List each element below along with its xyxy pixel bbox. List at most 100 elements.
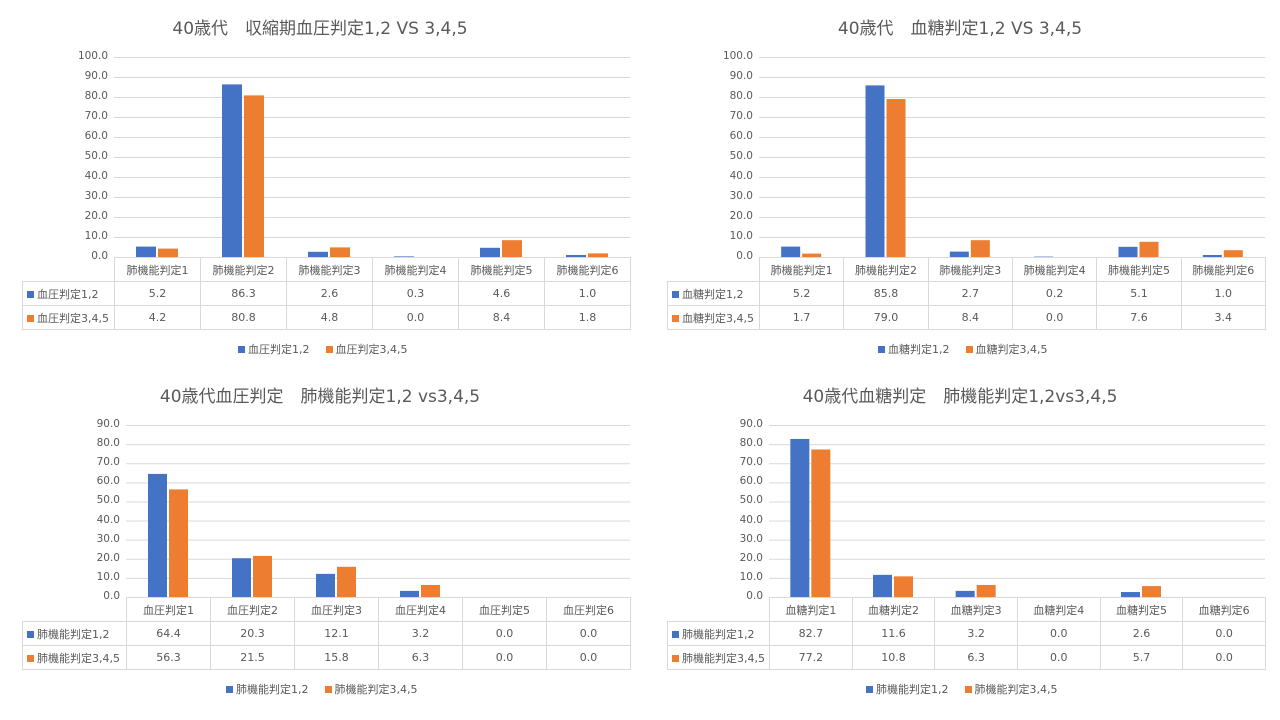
bar-series1-cat1 (136, 246, 156, 257)
table-row: 血糖判定1,2 5.2 85.8 2.7 0.2 5.1 1.0 (667, 281, 1266, 306)
data-label: 0.2 (1011, 281, 1098, 306)
table-corner (22, 597, 127, 622)
y-tick-label: 70.0 (729, 110, 753, 122)
category-label: 肺機能判定3 (927, 257, 1013, 282)
data-label: 0.0 (546, 621, 631, 646)
bar-series2-cat3 (330, 247, 350, 257)
category-label: 肺機能判定2 (843, 257, 929, 282)
series-row-header: 血糖判定3,4,5 (667, 305, 760, 330)
table-row: 血糖判定3,4,5 1.7 79.0 8.4 0.0 7.6 3.4 (667, 305, 1266, 330)
y-tick-label: 40.0 (729, 170, 753, 182)
data-label: 4.8 (286, 305, 373, 330)
plot-area (759, 57, 1265, 258)
legend-label: 血糖判定3,4,5 (975, 343, 1048, 356)
legend-label: 肺機能判定3,4,5 (974, 683, 1058, 696)
table-row: 血圧判定3,4,5 4.2 80.8 4.8 0.0 8.4 1.8 (22, 305, 631, 330)
series-name: 血糖判定1,2 (682, 287, 744, 301)
series-name: 肺機能判定1,2 (682, 627, 755, 641)
series-row-header: 血圧判定1,2 (22, 281, 115, 306)
data-label: 4.6 (458, 281, 545, 306)
data-label: 82.7 (769, 621, 853, 646)
category-label: 血圧判定2 (210, 597, 295, 622)
series-name: 肺機能判定1,2 (37, 627, 110, 641)
legend-swatch-icon (965, 345, 973, 353)
y-tick-label: 40.0 (84, 170, 108, 182)
y-tick-label: 100.0 (77, 50, 108, 62)
legend-item: 血圧判定1,2 (238, 341, 310, 357)
data-label: 1.8 (544, 305, 631, 330)
legend-item: 肺機能判定1,2 (866, 681, 949, 697)
y-tick-label: 80.0 (96, 437, 120, 450)
data-label: 11.6 (851, 621, 936, 646)
series-name: 血圧判定1,2 (37, 287, 99, 301)
legend-key-icon (672, 630, 679, 638)
y-tick-label: 30.0 (96, 532, 120, 545)
data-label: 2.6 (1099, 621, 1184, 646)
category-label: 血糖判定3 (934, 597, 1018, 622)
bar-series2-cat2 (244, 95, 264, 258)
series-row-header: 肺機能判定1,2 (667, 621, 770, 646)
data-table: 血糖判定1 血糖判定2 血糖判定3 血糖判定4 血糖判定5 血糖判定6 肺機能判定1,2 82… (667, 597, 1266, 670)
series-name: 肺機能判定3,4,5 (682, 651, 765, 665)
series-name: 肺機能判定3,4,5 (37, 651, 120, 665)
y-tick-label: 50.0 (84, 150, 108, 162)
bar-series1-cat3 (316, 573, 335, 597)
data-label: 0.0 (462, 645, 547, 670)
data-label: 0.0 (1016, 645, 1101, 670)
table-row: 血圧判定1,2 5.2 86.3 2.6 0.3 4.6 1.0 (22, 281, 631, 306)
legend: 血糖判定1,2 血糖判定3,4,5 (878, 341, 1048, 357)
data-label: 56.3 (126, 645, 211, 670)
data-table: 肺機能判定1 肺機能判定2 肺機能判定3 肺機能判定4 肺機能判定5 肺機能判定6 血圧判定… (22, 257, 631, 330)
category-label: 肺機能判定4 (1011, 257, 1098, 282)
bar-series1-cat3 (949, 251, 969, 257)
category-label: 肺機能判定5 (458, 257, 545, 282)
data-label: 12.1 (294, 621, 379, 646)
legend-key-icon (27, 290, 34, 298)
category-label: 血圧判定6 (546, 597, 631, 622)
plot-area (769, 425, 1265, 598)
legend-key-icon (672, 314, 679, 322)
bar-series1-cat6 (1202, 255, 1222, 257)
legend-key-icon (672, 654, 679, 662)
data-label: 21.5 (210, 645, 295, 670)
y-tick-label: 70.0 (96, 456, 120, 469)
category-label: 血圧判定5 (462, 597, 547, 622)
category-label: 血圧判定1 (126, 597, 211, 622)
data-label: 0.0 (1182, 645, 1266, 670)
y-tick-label: 30.0 (84, 190, 108, 202)
category-label: 血糖判定1 (769, 597, 853, 622)
chart-bp-by-lung-function: 40歳代血圧判定 肺機能判定1,2 vs3,4,5 90.0 80.0 70.0 60… (0, 360, 640, 720)
table-row: 肺機能判定1,2 64.4 20.3 12.1 3.2 0.0 0.0 (22, 621, 631, 646)
bar-series1-cat5 (480, 247, 500, 257)
data-label: 0.3 (372, 281, 459, 306)
legend-label: 血圧判定1,2 (248, 343, 310, 356)
bar-series2-cat1 (158, 248, 178, 257)
bar-series2-cat3 (970, 240, 990, 257)
data-label: 10.8 (851, 645, 936, 670)
data-label: 3.2 (378, 621, 463, 646)
legend-item: 血糖判定3,4,5 (965, 341, 1048, 357)
data-label: 79.0 (843, 305, 929, 330)
y-tick-label: 20.0 (729, 210, 753, 222)
legend-key-icon (672, 290, 679, 298)
bar-series2-cat2 (253, 555, 272, 597)
category-label: 肺機能判定1 (114, 257, 201, 282)
y-tick-label: 60.0 (84, 130, 108, 142)
y-tick-label: 50.0 (739, 494, 763, 507)
table-row: 肺機能判定3,4,5 77.2 10.8 6.3 0.0 5.7 0.0 (667, 645, 1266, 670)
bar-series1-cat4 (400, 590, 419, 597)
y-tick-label: 70.0 (84, 110, 108, 122)
plot-area (114, 57, 630, 258)
bar-series1-cat1 (781, 246, 801, 257)
bar-series2-cat1 (811, 449, 831, 597)
y-tick-label: 100.0 (722, 50, 753, 62)
bar-series1-cat2 (873, 574, 892, 597)
y-tick-label: 70.0 (739, 456, 763, 469)
series-row-header: 肺機能判定3,4,5 (22, 645, 127, 670)
chart-title: 40歳代血圧判定 肺機能判定1,2 vs3,4,5 (159, 387, 481, 407)
data-label: 6.3 (378, 645, 463, 670)
y-tick-label: 50.0 (729, 150, 753, 162)
data-label: 8.4 (458, 305, 545, 330)
legend-swatch-icon (324, 685, 332, 693)
data-label: 20.3 (210, 621, 295, 646)
